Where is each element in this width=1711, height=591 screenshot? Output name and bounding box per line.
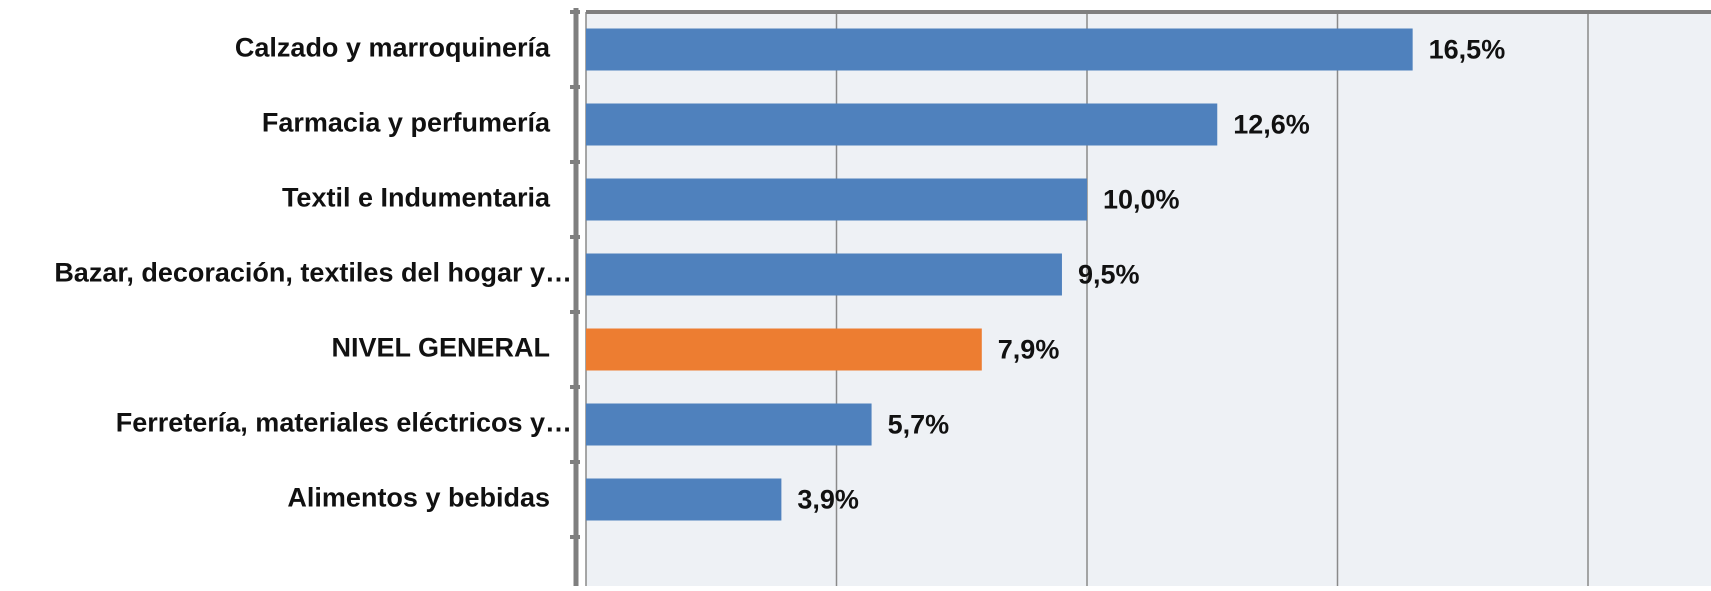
bar: [586, 478, 782, 521]
y-tick-label: Alimentos y bebidas: [287, 483, 550, 513]
bar: [586, 178, 1087, 221]
bar: [586, 253, 1062, 296]
value-label: 3,9%: [797, 485, 859, 515]
value-label: 7,9%: [998, 335, 1060, 365]
y-tick-label: NIVEL GENERAL: [331, 333, 550, 363]
value-label: 10,0%: [1103, 185, 1180, 215]
bar: [586, 103, 1218, 146]
bar: [586, 328, 982, 371]
value-label: 12,6%: [1233, 110, 1310, 140]
y-tick-label: Textil e Indumentaria: [282, 183, 551, 213]
y-tick-label: Bazar, decoración, textiles del hogar y…: [54, 258, 572, 288]
y-tick-label: Ferretería, materiales eléctricos y…: [116, 408, 572, 438]
y-tick-label: Calzado y marroquinería: [235, 33, 551, 63]
value-label: 16,5%: [1429, 35, 1506, 65]
y-tick-label: Farmacia y perfumería: [262, 108, 551, 138]
value-label: 9,5%: [1078, 260, 1140, 290]
value-label: 5,7%: [888, 410, 950, 440]
bar: [586, 28, 1413, 71]
bar: [586, 403, 872, 446]
